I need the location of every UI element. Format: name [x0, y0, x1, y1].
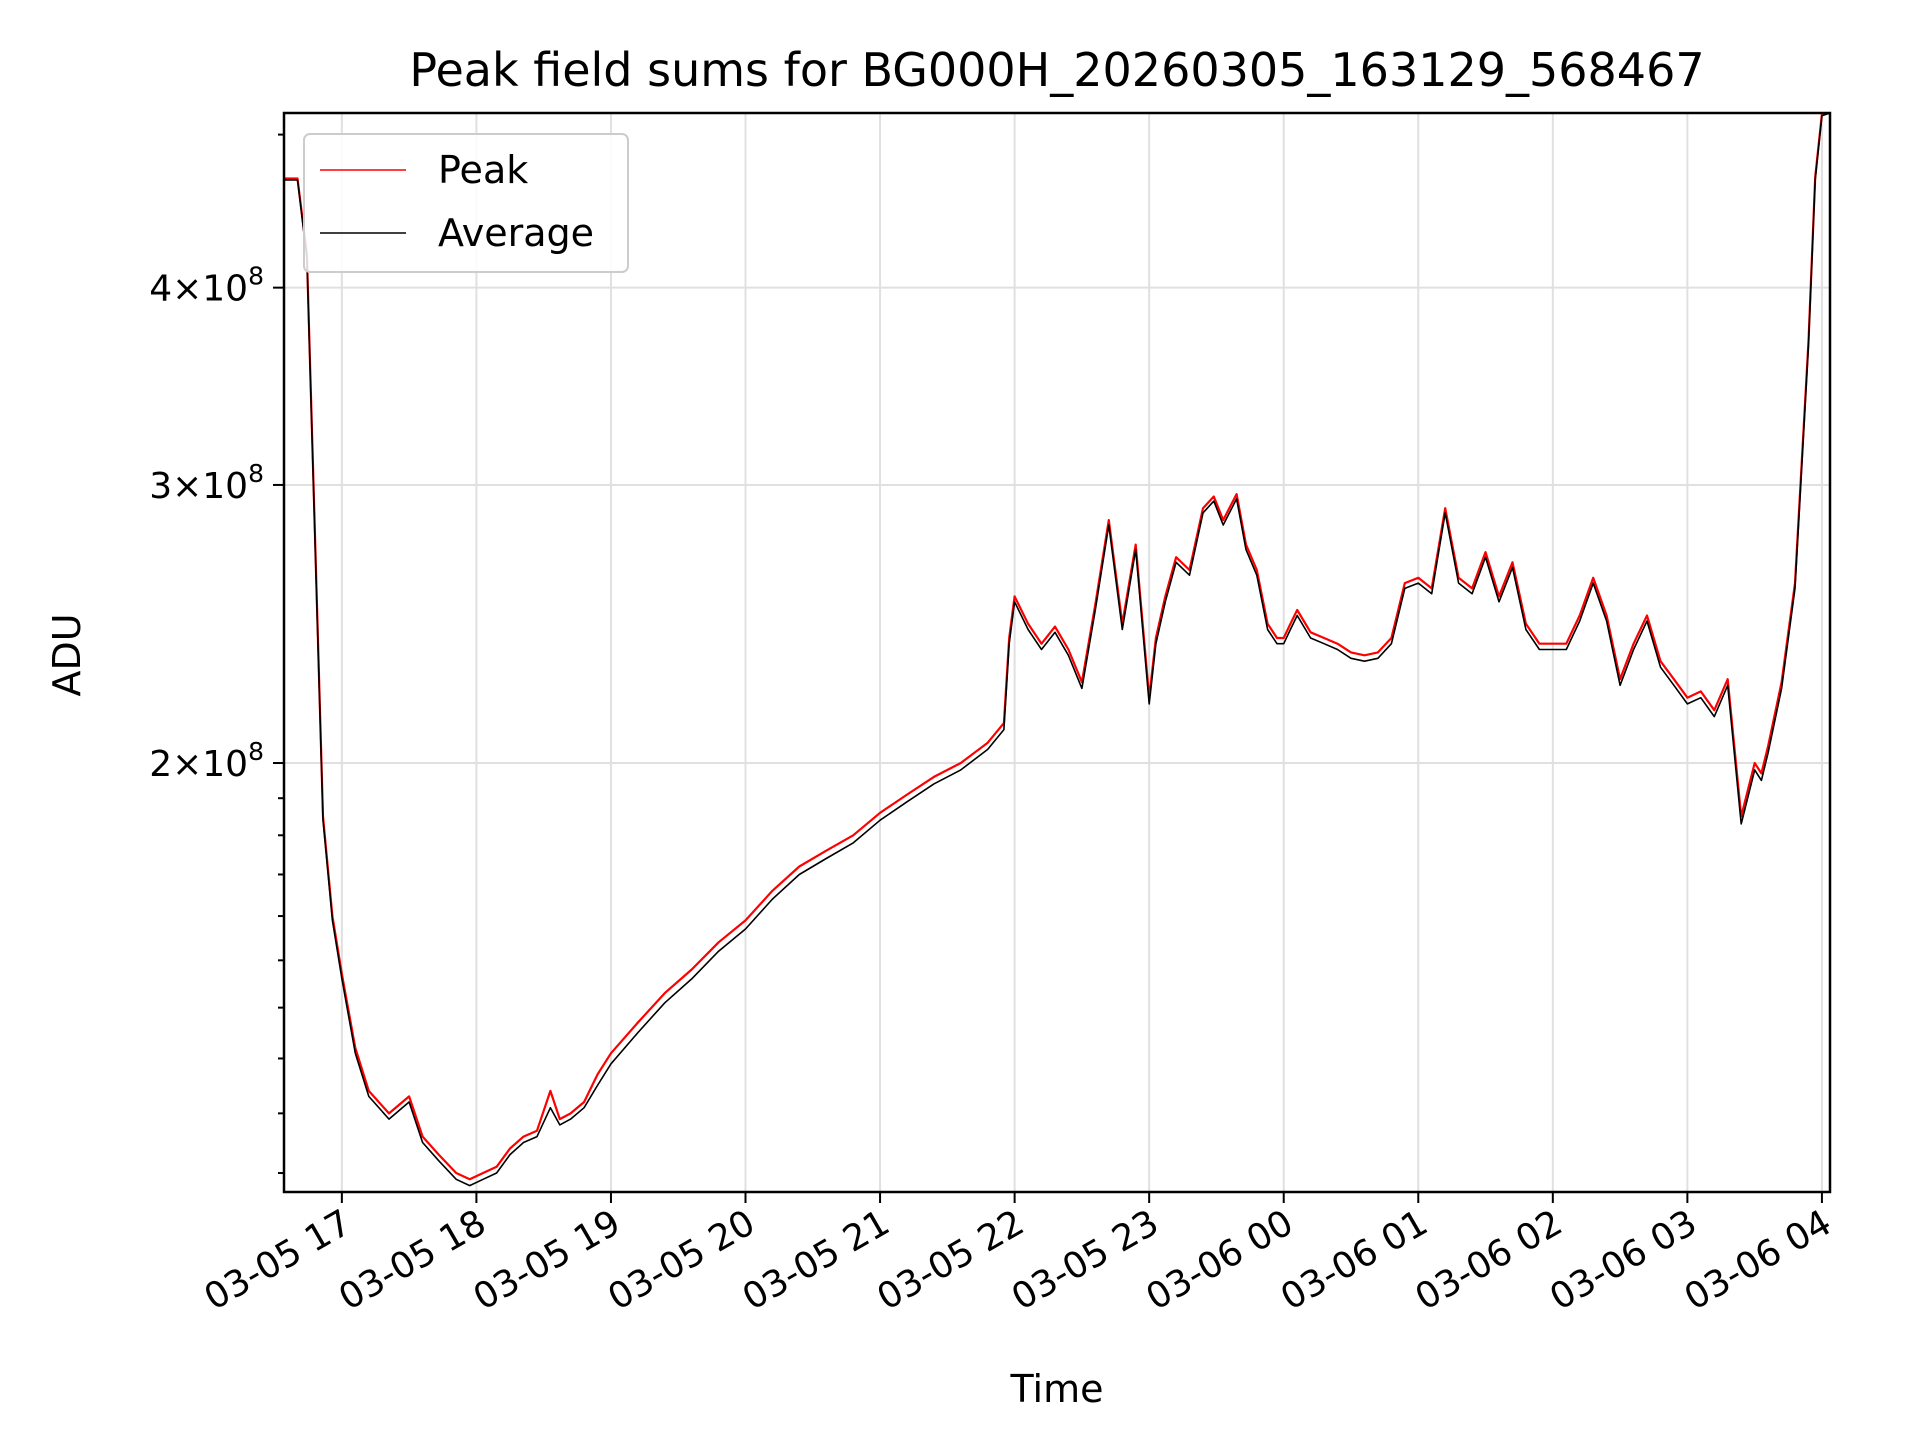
y-tick-mantissa: 3 — [149, 466, 172, 507]
legend-label-average: Average — [438, 211, 594, 255]
series-layer — [284, 111, 1831, 1187]
y-axis-label: ADU — [45, 613, 89, 696]
y-tick-label: 4×108 — [149, 262, 264, 310]
y-tick-times: × — [172, 466, 202, 507]
y-tick-label: 2×108 — [149, 737, 264, 785]
legend-box — [303, 133, 629, 273]
y-tick-exponent: 8 — [248, 737, 264, 766]
y-tick-times: × — [172, 269, 202, 310]
series-line-average — [284, 112, 1831, 1187]
x-axis-label: Time — [1010, 1367, 1104, 1411]
series-line-peak — [284, 111, 1831, 1181]
y-tick-base: 10 — [202, 269, 248, 310]
grid — [284, 113, 1830, 1192]
plot-frame — [282, 111, 1832, 1194]
chart-title: Peak field sums for BG000H_20260305_1631… — [409, 43, 1704, 97]
y-tick-mantissa: 2 — [149, 744, 172, 785]
legend-label-peak: Peak — [438, 148, 528, 192]
y-tick-mantissa: 4 — [149, 269, 172, 310]
y-tick-times: × — [172, 744, 202, 785]
y-tick-exponent: 8 — [248, 262, 264, 291]
y-tick-exponent: 8 — [248, 459, 264, 488]
y-tick-base: 10 — [202, 466, 248, 507]
y-tick-base: 10 — [202, 744, 248, 785]
legend: Peak Average — [303, 133, 629, 273]
y-tick-label: 3×108 — [149, 459, 264, 507]
